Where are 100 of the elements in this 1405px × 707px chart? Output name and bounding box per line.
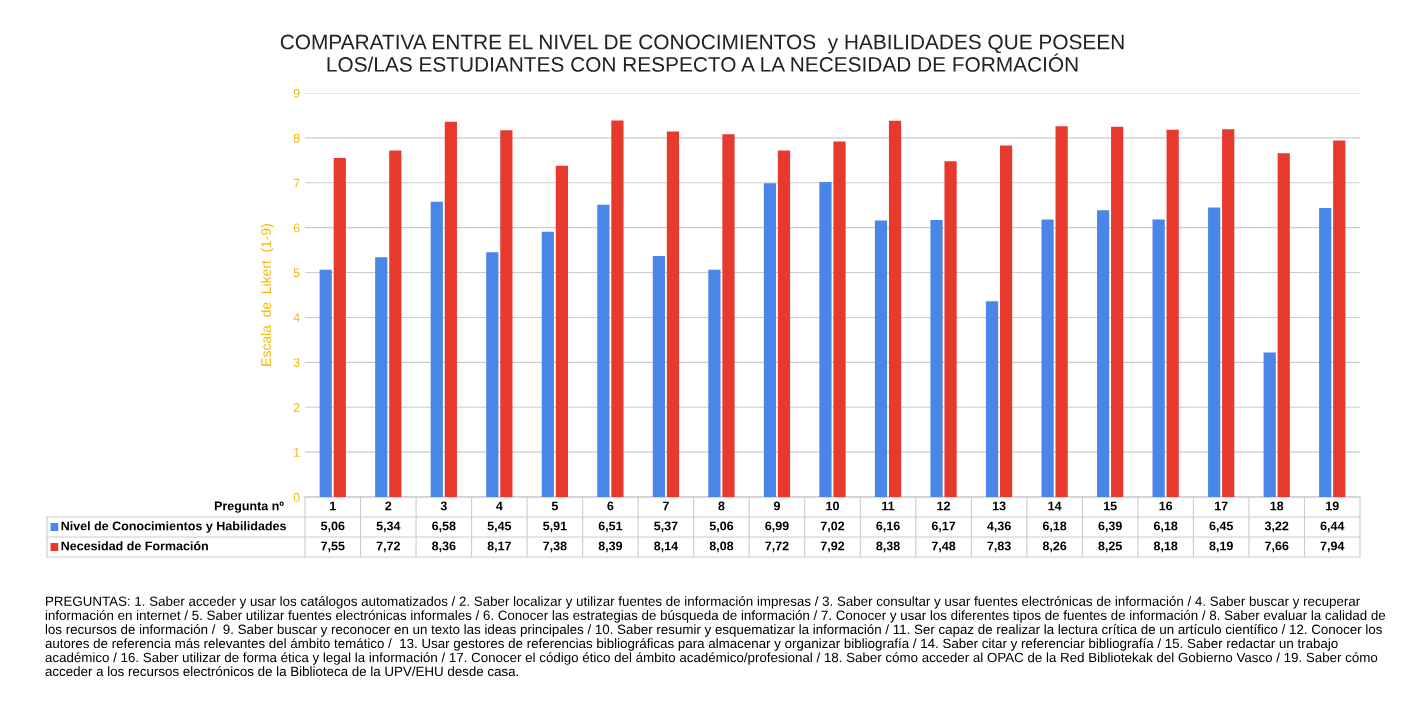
data-label: 7,55 — [321, 541, 345, 553]
legend-label: Necesidad de Formación — [61, 541, 208, 551]
bar — [666, 131, 680, 497]
x-tick-label: 7 — [662, 501, 669, 511]
bar — [763, 183, 777, 497]
x-tick-label: 12 — [937, 501, 950, 511]
bar — [1222, 129, 1235, 497]
data-label: 8,36 — [432, 541, 456, 553]
bar — [500, 130, 513, 497]
data-label: 6,99 — [765, 521, 789, 533]
data-label: 8,26 — [1042, 541, 1067, 553]
bar — [1041, 219, 1054, 497]
bar — [1000, 145, 1013, 497]
data-label: 6,58 — [432, 521, 456, 533]
x-tick-label: 15 — [1103, 501, 1117, 511]
data-label: 6,51 — [598, 521, 623, 533]
bar — [611, 120, 624, 497]
data-label: 7,38 — [543, 541, 567, 553]
x-tick-label: 8 — [718, 501, 725, 511]
x-axis-title: Pregunta nº — [214, 501, 284, 513]
data-label: 8,18 — [1153, 541, 1178, 553]
bar — [486, 252, 499, 497]
data-label: 7,72 — [376, 541, 400, 553]
text: PREGUNTAS: 1. Saber acceder y usar los catálogos automatizados / 2. Saber localizar y utilizar fuentes de información impresas / 3. Saber consultar y usar fuentes electrónicas de información / 4. Saber buscar y recuperar información en internet / 5. Saber utilizar fuentes electrónicas informales / 6. Conocer las estrategias de búsqueda de información / 7. Conocer y usar los diferentes tipos de fuentes de información / 8. Saber evaluar la calidad de los recursos de información / 9. Saber buscar y reconocer en un texto las ideas principales / 10. Saber resumir y esquematizar la información / 11. Ser capaz de realizar la lectura crítica de un artículo científico / 12. Conocer los autores de referencia más relevantes del ámbito temático / 13. Usar gestores de referencias bibliográficas para almacenar y organizar bibliografía / 14. Saber citar y referenciar bibliografía / 15. Saber redactar un trabajo académico / 16. Saber utilizar de forma ética y legal la información / 17. Conocer el código ético del ámbito académico/profesional / 18. Saber cómo acceder al OPAC de la Red Bibliotekak del Gobierno Vasco / 19. Saber cómo acceder a los recursos electrónicos de la Biblioteca de la UPV/EHU desde casa. — [45, 596, 1386, 677]
bar — [555, 165, 568, 497]
data-label: 6,44 — [1320, 521, 1345, 533]
data-label: 3,22 — [1264, 521, 1289, 533]
bar — [888, 120, 902, 497]
data-label: 7,94 — [1320, 541, 1345, 553]
bar — [985, 301, 999, 497]
data-label: 5,34 — [376, 521, 401, 533]
y-tick-label: 7 — [293, 178, 300, 188]
data-label: 8,08 — [709, 541, 734, 553]
data-label: 5,91 — [543, 521, 567, 533]
data-label: 7,72 — [765, 541, 789, 553]
bar — [1208, 207, 1221, 497]
y-axis-title: Escala de Likert (1-9) — [260, 224, 274, 366]
y-tick-label: 4 — [293, 313, 300, 322]
data-label: 8,14 — [654, 541, 679, 553]
data-label: 6,16 — [876, 521, 900, 533]
x-tick-label: 2 — [385, 501, 392, 511]
y-tick-label: 9 — [293, 88, 300, 98]
x-tick-label: 19 — [1326, 501, 1339, 511]
data-label: 6,18 — [1153, 521, 1178, 533]
y-tick-label: 2 — [293, 403, 300, 412]
y-tick-label: 6 — [293, 223, 300, 233]
data-label: 7,83 — [987, 541, 1011, 553]
data-label: 6,39 — [1098, 521, 1122, 533]
bar — [1166, 129, 1179, 497]
bar — [430, 201, 443, 497]
y-tick-label: 1 — [294, 448, 300, 457]
data-label: 5,06 — [709, 521, 734, 533]
y-tick-label: 3 — [293, 358, 300, 367]
bar — [708, 269, 721, 497]
bar — [1263, 352, 1276, 497]
data-label: 6,18 — [1042, 521, 1067, 533]
bar — [1055, 126, 1068, 497]
bar — [722, 134, 735, 497]
bar — [597, 204, 610, 497]
bar — [652, 255, 665, 497]
bar — [389, 150, 402, 497]
bar — [319, 269, 332, 497]
bar — [333, 158, 346, 497]
data-label: 7,92 — [820, 541, 845, 553]
legend-label: Nivel de Conocimientos y Habilidades — [61, 521, 286, 533]
data-label: 7,02 — [820, 521, 845, 533]
data-label: 7,48 — [931, 541, 956, 553]
data-label: 8,25 — [1098, 541, 1122, 553]
x-tick-label: 10 — [826, 501, 839, 511]
x-tick-label: 6 — [607, 501, 614, 511]
x-tick-label: 17 — [1215, 501, 1228, 511]
data-label: 5,37 — [654, 521, 678, 533]
y-tick-label: 5 — [293, 268, 300, 278]
x-tick-label: 11 — [882, 501, 895, 511]
y-tick-label: 8 — [293, 133, 300, 143]
bar — [444, 121, 457, 497]
x-tick-label: 5 — [551, 501, 558, 511]
data-label: 8,17 — [487, 541, 511, 553]
bar — [819, 181, 832, 497]
x-tick-label: 14 — [1048, 501, 1062, 511]
data-label: 6,17 — [931, 521, 956, 533]
data-label: 5,45 — [487, 521, 512, 533]
x-tick-label: 16 — [1159, 501, 1173, 511]
bar — [1111, 126, 1124, 497]
bar — [833, 141, 846, 497]
bar — [541, 231, 554, 497]
data-label: 4,36 — [987, 521, 1011, 533]
x-tick-label: 1 — [330, 501, 336, 511]
x-tick-label: 18 — [1270, 501, 1284, 511]
bar — [1319, 207, 1332, 497]
bar — [874, 220, 888, 497]
data-label: 8,38 — [876, 541, 900, 553]
x-tick-label: 13 — [992, 501, 1006, 511]
data-label: 6,45 — [1209, 521, 1233, 533]
bar — [1152, 219, 1165, 497]
data-label: 8,39 — [598, 541, 623, 553]
chart-title: COMPARATIVA ENTRE EL NIVEL DE CONOCIMIENTOS y HABILIDADES QUE POSEEN LOS/LAS ESTUDIANTES CON RESPECTO A LA NECESIDAD DE FORMACIÓN — [280, 34, 1124, 72]
bar — [1097, 210, 1110, 497]
bar — [1277, 153, 1290, 497]
x-tick-label: 4 — [496, 501, 503, 511]
